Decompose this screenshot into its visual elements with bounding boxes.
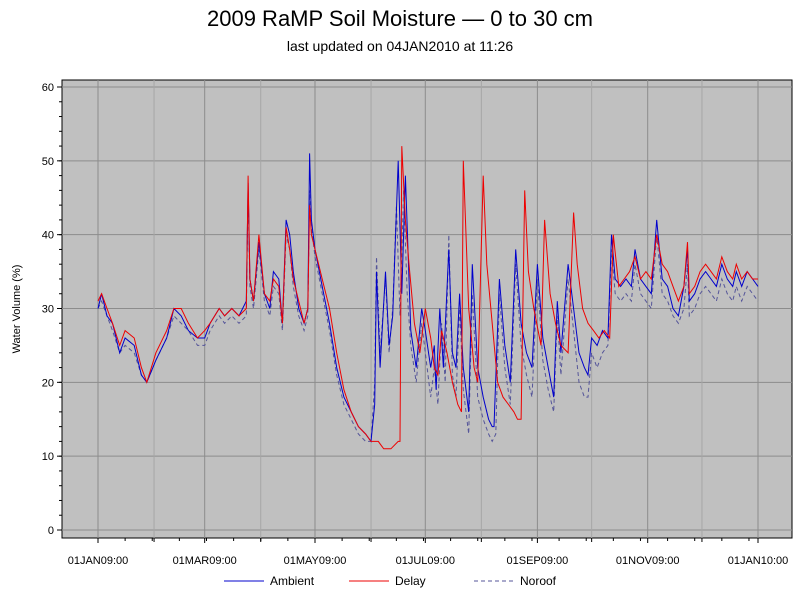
y-tick-label: 20 xyxy=(42,377,54,389)
y-tick-label: 60 xyxy=(42,82,54,94)
x-tick-label: 01JUL09:00 xyxy=(396,555,455,567)
x-tick-label: 01JAN10:00 xyxy=(728,555,789,567)
y-tick-label: 50 xyxy=(42,156,54,168)
grid-lines xyxy=(62,80,792,538)
y-axis-label: Water Volume (%) xyxy=(11,265,23,354)
series-line-delay xyxy=(97,146,758,450)
series-layer xyxy=(97,146,759,450)
y-tick-label: 0 xyxy=(48,525,54,537)
y-tick-label: 30 xyxy=(42,304,54,316)
x-tick-label: 01MAR09:00 xyxy=(173,555,237,567)
chart-title: 2009 RaMP Soil Moisture — 0 to 30 cm xyxy=(207,6,593,31)
legend-label-noroof: Noroof xyxy=(520,574,557,588)
series-line-noroof xyxy=(97,190,759,443)
legend-label-ambient: Ambient xyxy=(270,574,315,588)
x-tick-label: 01MAY09:00 xyxy=(284,555,347,567)
x-tick-label: 01NOV09:00 xyxy=(616,555,680,567)
axes: 0 10 20 30 40 50 60 01JAN09:00 01MAR09:00 01MAY09… xyxy=(42,82,789,567)
x-tick-label: 01SEP09:00 xyxy=(507,555,569,567)
x-tick-label: 01JAN09:00 xyxy=(68,555,129,567)
chart-subtitle: last updated on 04JAN2010 at 11:26 xyxy=(286,38,514,54)
legend-label-delay: Delay xyxy=(395,574,426,588)
y-tick-label: 40 xyxy=(42,230,54,242)
y-tick-label: 10 xyxy=(42,451,54,463)
legend: Ambient Delay Noroof xyxy=(224,574,557,588)
